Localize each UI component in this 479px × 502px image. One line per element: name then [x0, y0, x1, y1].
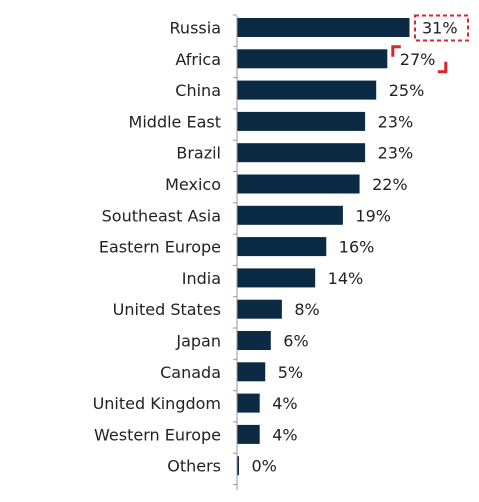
category-label-western-europe: Western Europe [94, 425, 221, 444]
bar-india [237, 268, 316, 288]
bar-united-states [237, 299, 282, 319]
bar-russia [237, 18, 410, 37]
category-label-china: China [175, 81, 221, 100]
bar-southeast-asia [237, 205, 343, 225]
bar-canada [237, 362, 266, 382]
value-label-united-kingdom: 4% [272, 394, 297, 413]
category-label-canada: Canada [160, 363, 221, 382]
value-label-india: 14% [328, 269, 364, 288]
category-label-southeast-asia: Southeast Asia [102, 206, 221, 225]
value-label-others: 0% [252, 457, 277, 476]
value-label-western-europe: 4% [272, 425, 297, 444]
bar-eastern-europe [237, 237, 327, 257]
category-labels: Russia Africa China Middle East Brazil Mexico… [93, 19, 221, 476]
category-label-united-states: United States [113, 300, 221, 319]
category-label-middle-east: Middle East [129, 112, 221, 131]
category-label-mexico: Mexico [165, 175, 221, 194]
highlight-box-africa [391, 45, 448, 74]
value-label-russia: 31% [422, 19, 458, 38]
bar-mexico [237, 174, 360, 194]
bar-united-kingdom [237, 393, 260, 413]
value-label-brazil: 23% [378, 144, 414, 163]
bar-middle-east [237, 111, 366, 131]
bar-brazil [237, 143, 366, 163]
bar-japan [237, 331, 271, 350]
value-label-united-states: 8% [294, 300, 319, 319]
category-label-united-kingdom: United Kingdom [93, 394, 221, 413]
bar-africa [237, 49, 388, 69]
value-label-africa: 27% [400, 50, 436, 69]
value-label-eastern-europe: 16% [339, 238, 375, 257]
category-label-brazil: Brazil [176, 144, 221, 163]
category-label-japan: Japan [175, 332, 221, 351]
axis-ticks [233, 14, 237, 485]
bar-others [237, 456, 239, 476]
category-label-africa: Africa [175, 50, 221, 69]
bars [237, 18, 410, 476]
value-label-mexico: 22% [372, 175, 408, 194]
value-label-china: 25% [389, 81, 425, 100]
bar-western-europe [237, 424, 260, 444]
bar-china [237, 80, 377, 100]
highlight-boxes [391, 14, 469, 74]
category-label-russia: Russia [170, 19, 221, 38]
category-label-eastern-europe: Eastern Europe [99, 238, 221, 257]
category-label-india: India [182, 269, 221, 288]
value-label-southeast-asia: 19% [355, 206, 391, 225]
value-label-canada: 5% [278, 363, 303, 382]
highlight-box-russia [414, 14, 469, 42]
value-labels: 31% 27% 25% 23% 23% 22% 19% 16% 14% 8% 6% 5% 4% 4% 0% [252, 19, 458, 476]
category-label-others: Others [167, 457, 221, 476]
value-label-middle-east: 23% [378, 112, 414, 131]
value-label-japan: 6% [283, 332, 308, 351]
